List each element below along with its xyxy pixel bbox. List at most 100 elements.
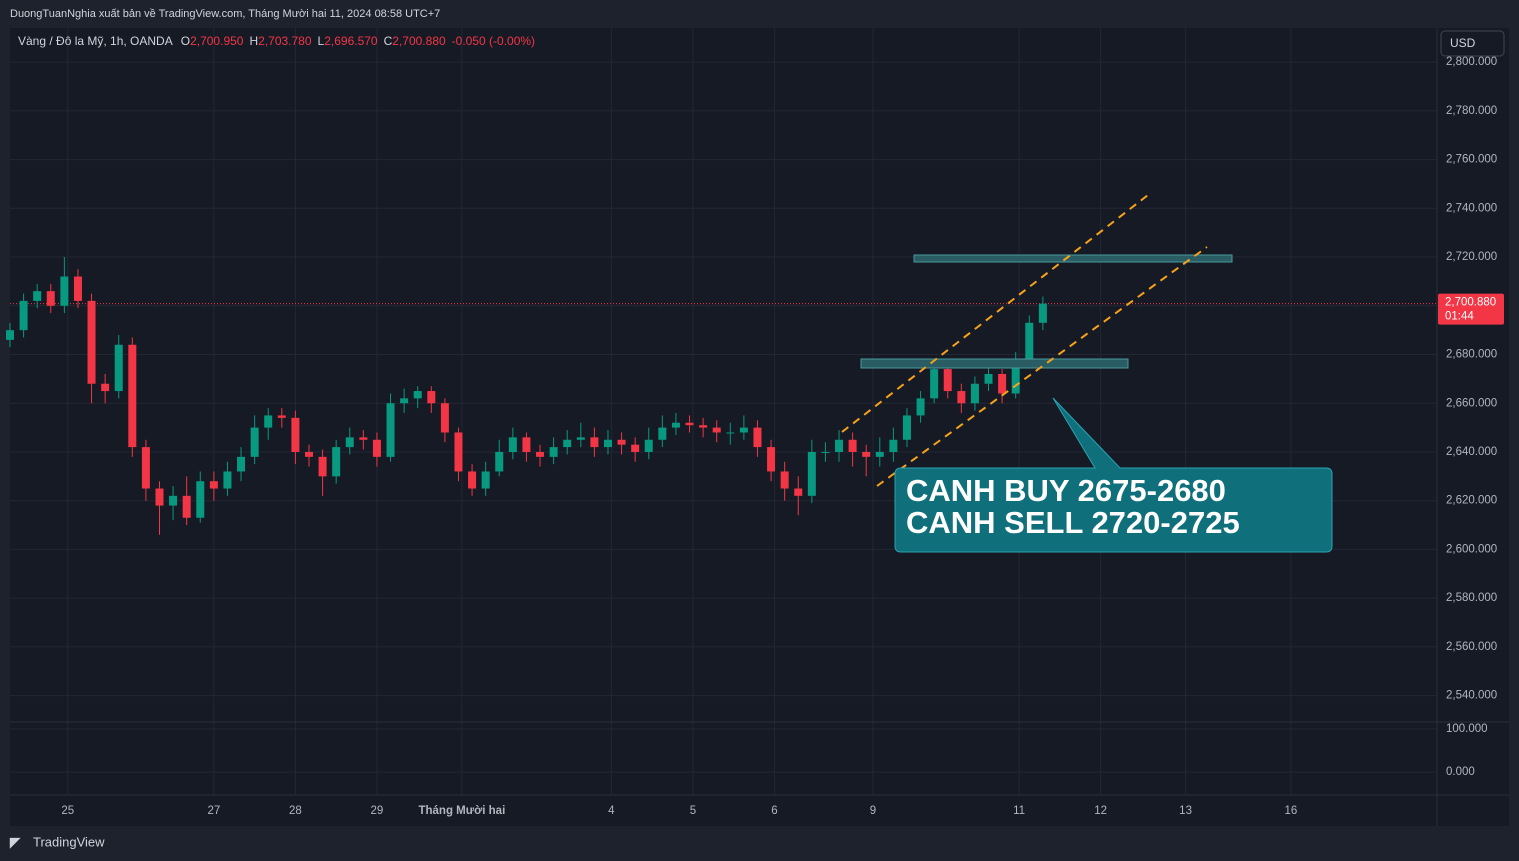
candle-body <box>73 276 82 301</box>
candle-body <box>807 451 816 496</box>
candle-body <box>699 425 708 428</box>
legend-item: C <box>384 34 393 48</box>
candle-body <box>508 437 517 452</box>
candle-body <box>767 447 776 472</box>
y-tick-label: 2,720.000 <box>1446 251 1497 263</box>
candle-body <box>658 427 667 440</box>
candle-body <box>984 374 993 384</box>
candle-body <box>155 488 164 506</box>
y-tick-label: 2,600.000 <box>1446 543 1497 555</box>
currency-label: USD <box>1450 36 1476 50</box>
candle-body <box>495 451 504 472</box>
y-tick-label: 2,780.000 <box>1446 105 1497 117</box>
y-tick-label: 2,540.000 <box>1446 690 1497 702</box>
candle-body <box>332 447 341 477</box>
legend-item: Vàng / Đô la Mỹ, 1h, OANDA <box>18 34 173 48</box>
candle-body <box>101 383 110 392</box>
last-price-label: 2,700.880 <box>1445 297 1496 309</box>
candle-body <box>603 439 612 448</box>
candle-body <box>889 439 898 452</box>
buy-zone[interactable] <box>860 358 1129 369</box>
annotation-line: CANH BUY 2675-2680 <box>906 473 1226 508</box>
candle-body <box>848 439 857 452</box>
candle-body <box>87 300 96 384</box>
candle-body <box>957 391 966 404</box>
candle-body <box>318 456 327 477</box>
candle-body <box>522 437 531 452</box>
chart-area <box>10 28 1509 826</box>
x-tick-label: 12 <box>1094 805 1107 817</box>
legend: Vàng / Đô la Mỹ, 1h, OANDA O2,700.950 H2,7… <box>18 34 535 48</box>
candle-body <box>862 451 871 457</box>
y-tick-label: 2,580.000 <box>1446 592 1497 604</box>
candle-body <box>223 471 232 489</box>
candle-body <box>1038 303 1047 323</box>
candle-body <box>930 369 939 399</box>
candle-body <box>794 488 803 496</box>
x-tick-label: 5 <box>690 805 696 817</box>
callout[interactable] <box>894 397 1333 553</box>
legend-item: 2,696.570 <box>324 34 378 48</box>
legend-item: O <box>181 34 190 48</box>
candle-body <box>712 427 721 433</box>
y-tick-label: 2,680.000 <box>1446 349 1497 361</box>
channel-lower[interactable] <box>876 246 1208 487</box>
candle-body <box>970 383 979 404</box>
candle-body <box>875 451 884 457</box>
candle-body <box>481 471 490 489</box>
legend-item: 2,700.880 <box>392 34 446 48</box>
candle-body <box>726 432 735 434</box>
candle-body <box>237 456 246 472</box>
candle-body <box>821 451 830 453</box>
candle-body <box>128 344 137 448</box>
candle-body <box>780 471 789 489</box>
legend-item: 2,703.780 <box>258 34 312 48</box>
candle-body <box>671 422 680 428</box>
candle-body <box>196 481 205 518</box>
legend-item: 2,700.950 <box>190 34 244 48</box>
candle-body <box>835 439 844 452</box>
header-title: DuongTuanNghia xuất bản về TradingView.c… <box>10 8 440 20</box>
x-tick-label: 27 <box>207 805 220 817</box>
candle-body <box>549 447 558 457</box>
candle-body <box>277 415 286 418</box>
candle-body <box>60 276 69 306</box>
candle-body <box>685 422 694 426</box>
footer-logo: ◤ <box>9 834 21 849</box>
y-tick-label: 2,620.000 <box>1446 495 1497 507</box>
y-tick-label: 2,640.000 <box>1446 446 1497 458</box>
x-tick-label: 11 <box>1013 805 1025 817</box>
candle-body <box>264 415 273 428</box>
candle-body <box>590 437 599 448</box>
candle-body <box>6 330 14 340</box>
candle-body <box>563 439 572 448</box>
x-tick-label: 13 <box>1179 805 1192 817</box>
annotation-line: CANH SELL 2720-2725 <box>906 505 1240 540</box>
candle-body <box>576 437 585 440</box>
x-tick-label: 6 <box>771 805 777 817</box>
legend-item: H <box>249 34 258 48</box>
candle-body <box>114 344 123 392</box>
x-tick-label: 25 <box>61 805 74 817</box>
candle-body <box>304 451 313 457</box>
candle-body <box>386 403 395 457</box>
candle-body <box>902 415 911 440</box>
candle-body <box>644 439 653 452</box>
candle-body <box>400 398 409 404</box>
candle-body <box>19 300 28 331</box>
y-tick-label: 2,760.000 <box>1446 154 1497 166</box>
candle-body <box>33 291 42 301</box>
countdown-label: 01:44 <box>1445 311 1474 323</box>
candle-body <box>372 439 381 457</box>
y2-tick-label: 0.000 <box>1446 766 1475 778</box>
currency-button[interactable] <box>1440 30 1505 57</box>
candle-body <box>359 437 368 440</box>
candle-body <box>182 495 191 518</box>
sell-zone[interactable] <box>913 254 1233 263</box>
candle-body <box>46 291 55 306</box>
candle-body <box>141 447 150 489</box>
candle-body <box>468 471 477 489</box>
channel-upper[interactable] <box>841 194 1149 433</box>
footer-brand: TradingView <box>33 834 105 849</box>
